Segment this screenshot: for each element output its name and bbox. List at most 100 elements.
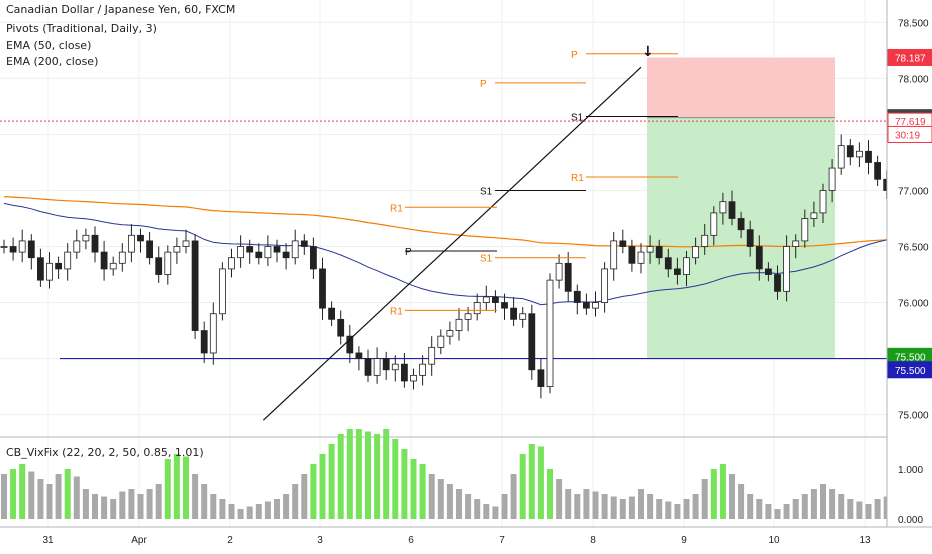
candle-body	[364, 358, 372, 376]
vixfix-bar	[73, 476, 80, 519]
vixfix-bar	[328, 444, 335, 519]
vixfix-bar	[510, 474, 517, 519]
vixfix-bar	[237, 509, 244, 519]
pivot-label-p: S1	[571, 113, 584, 124]
vixfix-bar	[710, 469, 717, 519]
vixfix-bar	[556, 479, 563, 519]
vixfix-bar	[519, 454, 526, 519]
vixfix-bar	[665, 501, 672, 519]
price-badge-label: 77.619	[895, 117, 926, 128]
candle-body	[191, 240, 199, 331]
vixfix-bar	[46, 484, 53, 519]
vixfix-bar	[110, 499, 117, 519]
price-tick-label: 75.000	[898, 411, 929, 422]
vixfix-bar	[865, 504, 872, 519]
candle-body	[91, 234, 99, 253]
vixfix-bar	[810, 489, 817, 519]
candle-body	[637, 251, 645, 264]
price-tick-label: 78.500	[898, 18, 929, 29]
vixfix-bar	[337, 434, 344, 519]
candle-body	[382, 358, 390, 371]
vixfix-pane	[1, 429, 932, 519]
candle-body	[801, 218, 809, 242]
vixfix-bar	[219, 499, 226, 519]
vixfix-bar	[101, 496, 108, 519]
candle-body	[810, 212, 818, 219]
candles	[0, 134, 932, 399]
vixfix-bar	[801, 494, 808, 519]
candle-body	[664, 257, 672, 270]
indicator-ema200[interactable]: EMA (200, close)	[6, 55, 99, 68]
vixfix-bar	[638, 489, 644, 519]
candle-body	[710, 212, 718, 236]
time-tick-label: 8	[590, 535, 596, 546]
vixfix-bar	[574, 494, 581, 519]
candle-body	[564, 262, 572, 292]
vixfix-bar	[647, 494, 654, 519]
vixfix-bar	[792, 499, 799, 519]
candle-body	[837, 145, 845, 169]
vixfix-bar	[292, 484, 299, 519]
vixfix-bar	[228, 504, 235, 519]
vixfix-bar	[183, 456, 189, 519]
candle-body	[865, 150, 872, 163]
vixfix-bar	[146, 489, 153, 519]
time-tick-label: 31	[42, 535, 54, 546]
candle-body	[856, 150, 863, 158]
time-tick-label: 3	[317, 535, 323, 546]
vixfix-bar	[783, 504, 790, 519]
candle-body	[146, 240, 154, 259]
vixfix-bar	[264, 501, 271, 519]
candle-body	[719, 201, 727, 214]
ema200-line	[3, 196, 932, 248]
vixfix-bar	[756, 499, 763, 519]
candle-body	[237, 246, 245, 259]
vix-tick-label: 0.000	[898, 515, 923, 526]
pivot-label-s1: S1	[480, 254, 493, 265]
indicator-pivots[interactable]: Pivots (Traditional, Daily, 3)	[6, 22, 157, 35]
candle-body	[355, 352, 363, 359]
candle-body	[218, 268, 226, 315]
chart-title: Canadian Dollar / Japanese Yen, 60, FXCM	[6, 3, 236, 16]
trendline	[262, 66, 642, 421]
candle-body	[18, 240, 26, 253]
vixfix-bar	[765, 504, 772, 519]
candle-body	[819, 190, 827, 214]
candle-body	[55, 262, 62, 270]
candle-body	[155, 257, 163, 275]
candle-body	[264, 246, 272, 259]
candle-body	[737, 218, 745, 231]
vixfix-bar	[37, 479, 44, 519]
vixfix-bar	[610, 496, 617, 519]
vixfix-bar	[565, 489, 572, 519]
candle-body	[309, 246, 317, 270]
candle-body	[337, 318, 345, 337]
candle-body	[282, 251, 290, 259]
candle-body	[828, 167, 836, 191]
price-badge-label: 75.500	[895, 352, 926, 363]
vixfix-bar	[128, 489, 135, 519]
candle-body	[592, 302, 599, 309]
candle-body	[473, 302, 481, 315]
candle-body	[610, 240, 618, 270]
vixfix-bar	[492, 506, 499, 519]
vixfix-bar	[428, 474, 435, 519]
candle-body	[583, 302, 590, 309]
time-tick-label: Apr	[131, 535, 147, 546]
vixfix-bar	[283, 494, 290, 519]
candle-body	[765, 268, 772, 275]
candle-body	[792, 240, 800, 247]
candle-body	[746, 229, 754, 247]
vixfix-bar	[383, 429, 390, 519]
candle-body	[391, 363, 399, 371]
vixfix-bar	[738, 484, 745, 519]
vixfix-title[interactable]: CB_VixFix (22, 20, 2, 50, 0.85, 1.01)	[6, 446, 204, 459]
vix-tick-label: 1.000	[898, 465, 923, 476]
position-zones	[647, 57, 835, 359]
price-tick-label: 77.000	[898, 186, 929, 197]
vixfix-bar	[583, 489, 590, 519]
candle-body	[64, 251, 72, 270]
indicator-ema50[interactable]: EMA (50, close)	[6, 39, 92, 52]
